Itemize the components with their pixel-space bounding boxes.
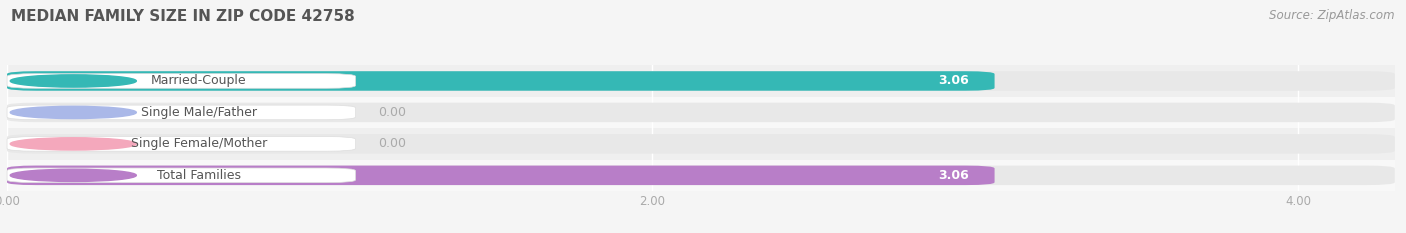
FancyBboxPatch shape (7, 71, 1395, 91)
FancyBboxPatch shape (7, 168, 356, 183)
Bar (7, 97, 1395, 128)
FancyBboxPatch shape (7, 134, 1395, 154)
FancyBboxPatch shape (7, 166, 994, 185)
Bar (7, 65, 1395, 97)
FancyBboxPatch shape (7, 137, 356, 151)
Text: 3.06: 3.06 (938, 75, 969, 87)
Bar (7, 128, 1395, 160)
FancyBboxPatch shape (7, 166, 1395, 185)
Circle shape (10, 75, 136, 87)
Circle shape (10, 106, 136, 119)
Text: 0.00: 0.00 (378, 106, 406, 119)
Text: Married-Couple: Married-Couple (150, 75, 246, 87)
FancyBboxPatch shape (7, 103, 1395, 122)
Text: Total Families: Total Families (156, 169, 240, 182)
Text: 3.06: 3.06 (938, 169, 969, 182)
Circle shape (10, 138, 136, 150)
Text: 0.00: 0.00 (378, 137, 406, 150)
Text: Single Female/Mother: Single Female/Mother (131, 137, 267, 150)
Text: Single Male/Father: Single Male/Father (141, 106, 257, 119)
FancyBboxPatch shape (7, 74, 356, 88)
Text: MEDIAN FAMILY SIZE IN ZIP CODE 42758: MEDIAN FAMILY SIZE IN ZIP CODE 42758 (11, 9, 354, 24)
Circle shape (10, 169, 136, 182)
FancyBboxPatch shape (7, 105, 356, 120)
Text: Source: ZipAtlas.com: Source: ZipAtlas.com (1270, 9, 1395, 22)
FancyBboxPatch shape (7, 71, 994, 91)
Bar (7, 160, 1395, 191)
